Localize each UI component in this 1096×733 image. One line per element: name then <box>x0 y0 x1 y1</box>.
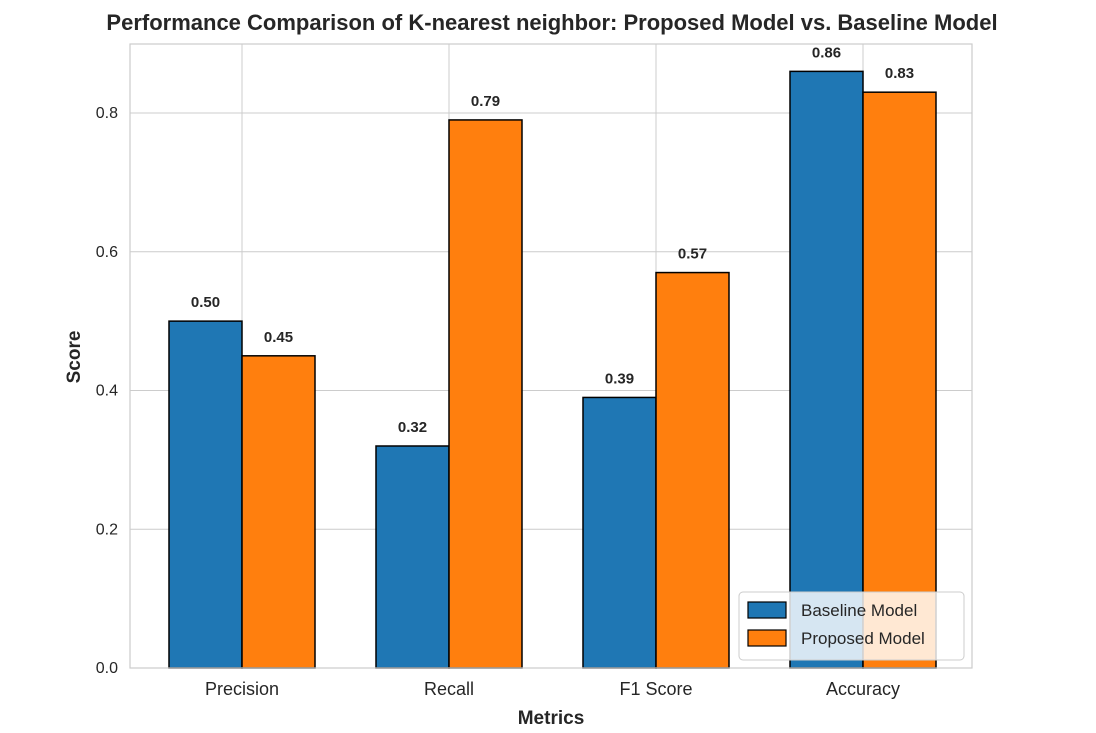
x-tick-label: Recall <box>424 679 474 699</box>
legend: Baseline Model Proposed Model <box>738 591 965 661</box>
data-label: 0.39 <box>605 370 634 387</box>
y-tick-label: 0.0 <box>96 660 118 677</box>
data-label: 0.83 <box>885 65 914 82</box>
y-tick-label: 0.2 <box>96 521 118 538</box>
bar-proposed-precision <box>241 355 316 669</box>
bar-baseline-accuracy <box>789 70 864 669</box>
x-tick-label: Accuracy <box>826 679 900 699</box>
bar-proposed-f1-score <box>655 271 730 669</box>
bar-baseline-precision <box>168 320 243 669</box>
axes-frame <box>129 43 973 669</box>
x-tick-label: F1 Score <box>619 679 692 699</box>
data-label: 0.45 <box>264 329 293 346</box>
y-tick-label: 0.6 <box>96 244 118 261</box>
data-label: 0.50 <box>191 294 220 311</box>
x-tick-label: Precision <box>205 679 279 699</box>
data-label: 0.79 <box>471 93 500 110</box>
bar-proposed-recall <box>448 119 523 669</box>
chart-title: Performance Comparison of K-nearest neig… <box>106 10 997 35</box>
x-axis-label: Metrics <box>518 708 585 729</box>
legend-swatch <box>747 629 787 647</box>
bar-baseline-recall <box>375 445 450 669</box>
y-axis-label: Score <box>64 331 85 384</box>
data-label: 0.57 <box>678 246 707 263</box>
legend-box <box>738 591 965 661</box>
legend-swatch <box>747 601 787 619</box>
legend-label: Baseline Model <box>801 601 917 620</box>
bars: 0.50 0.32 0.39 0.86 0.45 0.79 0.57 0.83 <box>168 44 937 669</box>
data-label: 0.86 <box>812 44 841 61</box>
bar-baseline-f1-score <box>582 396 657 669</box>
legend-label: Proposed Model <box>801 629 925 648</box>
axes: 0.0 0.2 0.4 0.6 0.8 Precision Recall F1 Score Ac… <box>96 43 973 699</box>
data-label: 0.32 <box>398 419 427 436</box>
bar-proposed-accuracy <box>862 91 937 669</box>
y-tick-label: 0.4 <box>96 383 118 400</box>
y-tick-label: 0.8 <box>96 105 118 122</box>
